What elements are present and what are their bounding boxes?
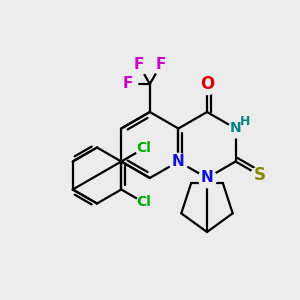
Text: F: F [134, 57, 144, 72]
Text: H: H [239, 115, 250, 128]
Text: F: F [156, 57, 166, 72]
Text: N: N [172, 154, 185, 169]
Text: N: N [230, 122, 242, 136]
Text: Cl: Cl [136, 196, 151, 209]
Text: O: O [200, 75, 214, 93]
Text: Cl: Cl [136, 142, 151, 155]
Text: F: F [123, 76, 133, 92]
Text: S: S [254, 167, 266, 184]
Text: N: N [201, 170, 213, 185]
